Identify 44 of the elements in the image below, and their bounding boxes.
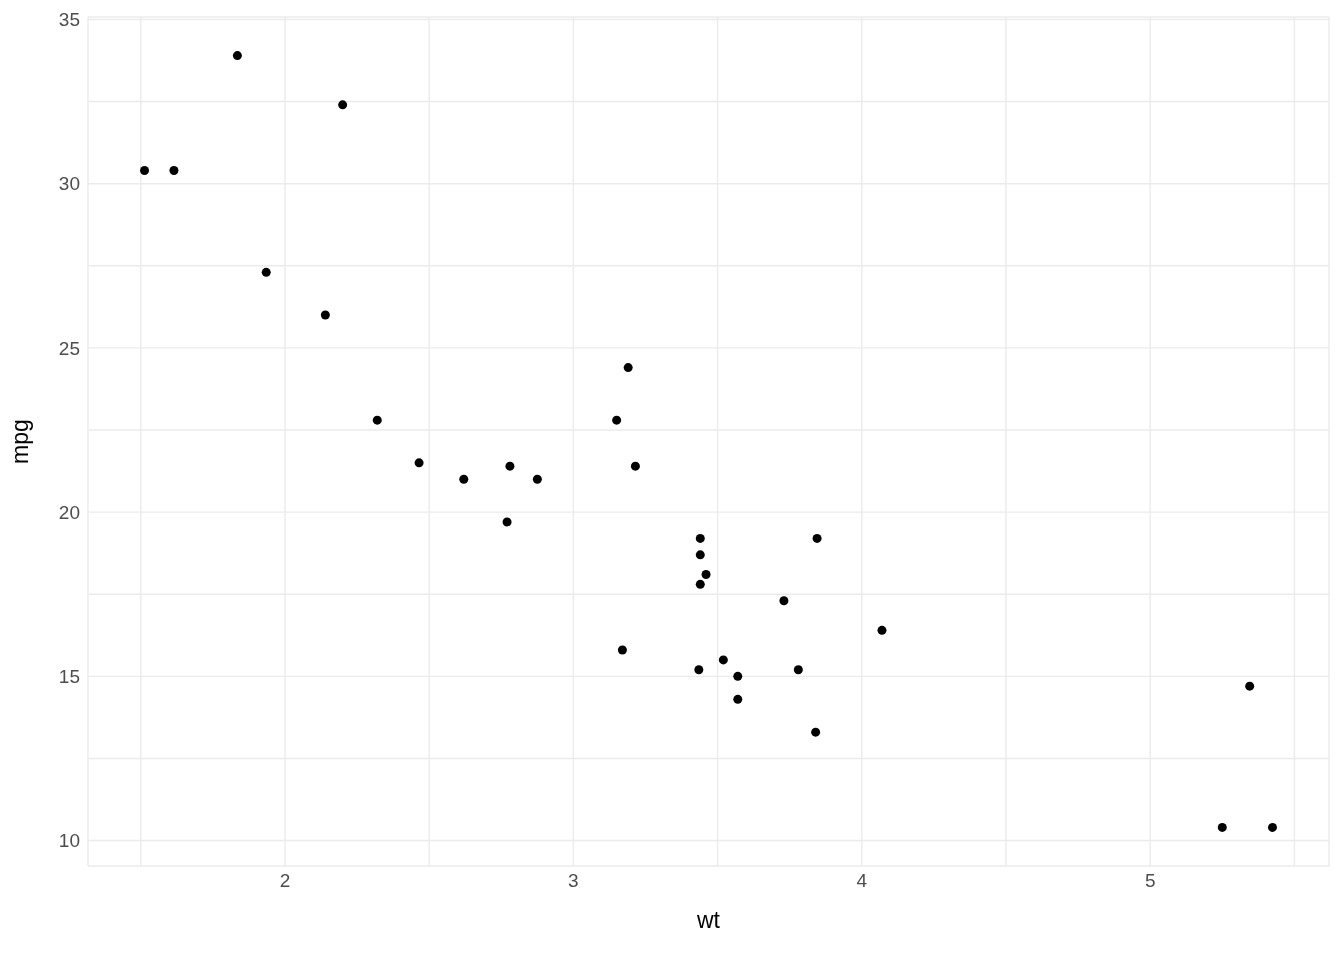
point [779, 596, 789, 606]
point [793, 665, 803, 675]
point [695, 579, 705, 589]
y-tick-label: 15 [58, 666, 80, 688]
x-tick-label: 4 [856, 870, 868, 892]
y-axis-title: mpg [7, 419, 34, 464]
point [1245, 681, 1255, 691]
y-tick-label: 10 [58, 830, 80, 852]
point [1267, 822, 1277, 832]
point [532, 474, 542, 484]
point [695, 533, 705, 543]
point [733, 671, 743, 681]
point [372, 415, 382, 425]
point [414, 458, 424, 468]
point [612, 415, 622, 425]
point [169, 166, 179, 176]
point [1217, 822, 1227, 832]
point [338, 100, 348, 110]
point [459, 474, 469, 484]
point [718, 655, 728, 665]
point [877, 625, 887, 635]
point [320, 310, 330, 320]
x-tick-label: 3 [568, 870, 579, 892]
point [630, 461, 640, 471]
point [812, 533, 822, 543]
x-axis-title: wt [696, 907, 721, 933]
point [623, 363, 633, 373]
point [140, 166, 150, 176]
x-tick-label: 2 [279, 870, 291, 892]
x-tick-label: 5 [1144, 870, 1156, 892]
y-tick-label: 30 [58, 173, 80, 195]
point [701, 570, 711, 580]
point [811, 727, 821, 737]
point [505, 461, 515, 471]
y-tick-label: 35 [58, 9, 80, 31]
point [261, 267, 271, 277]
y-tick-label: 20 [58, 501, 80, 523]
point [232, 51, 242, 61]
point [502, 517, 512, 527]
point [695, 550, 705, 560]
y-tick-label: 25 [58, 337, 80, 359]
point [694, 665, 704, 675]
point [733, 694, 743, 704]
point [617, 645, 627, 655]
